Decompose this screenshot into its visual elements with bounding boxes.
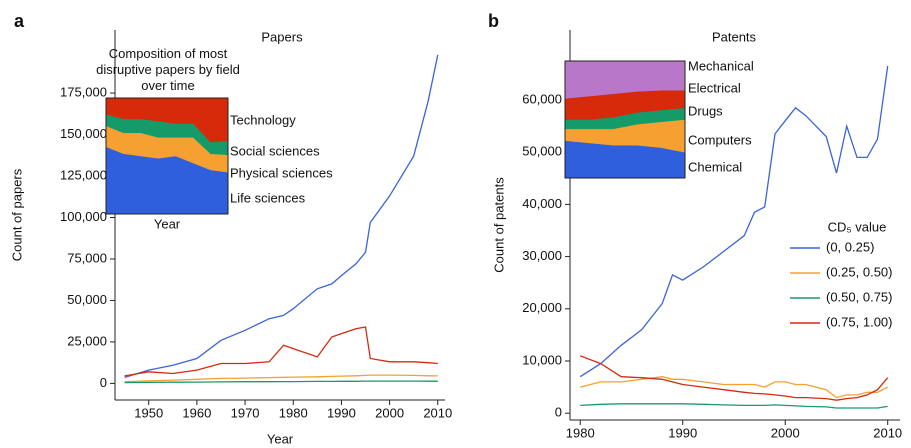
x-axis-label: Year: [267, 431, 294, 446]
x-tick-label: 1980: [566, 425, 595, 440]
x-tick-label: 2000: [375, 405, 404, 420]
x-tick-label: 1990: [668, 425, 697, 440]
y-tick-label: 125,000: [60, 167, 107, 182]
series-line: [124, 54, 439, 379]
y-tick-label: 60,000: [522, 91, 562, 106]
inset-label: Life sciences: [230, 190, 306, 205]
inset-label: Electrical: [688, 80, 741, 95]
y-tick-label: 25,000: [67, 333, 107, 348]
series-line: [580, 376, 888, 399]
inset-label: Technology: [230, 112, 296, 127]
x-tick-label: 2010: [423, 405, 452, 420]
y-tick-label: 40,000: [522, 196, 562, 211]
x-tick-label: 1990: [327, 405, 356, 420]
y-tick-label: 10,000: [522, 352, 562, 367]
x-tick-label: 2000: [771, 425, 800, 440]
panel-title: Papers: [261, 29, 303, 44]
legend-label: (0.50, 0.75): [826, 289, 893, 304]
panel-letter: b: [488, 11, 499, 31]
legend-title: CD₅ value: [828, 219, 887, 234]
x-tick-label: 1960: [182, 405, 211, 420]
y-tick-label: 30,000: [522, 248, 562, 263]
x-tick-label: 1950: [134, 405, 163, 420]
y-tick-label: 150,000: [60, 126, 107, 141]
y-tick-label: 0: [555, 405, 562, 420]
y-tick-label: 175,000: [60, 84, 107, 99]
inset-label: Social sciences: [230, 143, 320, 158]
legend-label: (0, 0.25): [826, 239, 874, 254]
inset-label: Chemical: [688, 159, 742, 174]
inset-x-label: Year: [154, 216, 181, 231]
inset-label: Mechanical: [688, 58, 754, 73]
x-tick-label: 1970: [231, 405, 260, 420]
series-line: [579, 65, 889, 378]
panel-title: Patents: [712, 29, 757, 44]
y-axis-label: Count of papers: [9, 168, 24, 261]
series-line: [579, 355, 889, 401]
y-tick-label: 75,000: [67, 250, 107, 265]
legend-label: (0.75, 1.00): [826, 314, 893, 329]
series-line: [124, 326, 438, 377]
x-tick-label: 2010: [873, 425, 902, 440]
x-tick-label: 1980: [279, 405, 308, 420]
y-axis-label: Count of patents: [491, 177, 506, 273]
inset-frame: [564, 60, 686, 179]
inset-label: Drugs: [688, 103, 723, 118]
y-tick-label: 100,000: [60, 209, 107, 224]
series-line: [124, 380, 438, 384]
panel-letter: a: [14, 11, 25, 31]
y-tick-label: 20,000: [522, 300, 562, 315]
inset-label: Computers: [688, 132, 752, 147]
legend-label: (0.25, 0.50): [826, 264, 893, 279]
inset-title: Composition of most disruptive papers by…: [96, 46, 240, 93]
series-line: [580, 403, 888, 409]
series-line: [124, 374, 438, 383]
inset-label: Physical sciences: [230, 165, 333, 180]
y-tick-label: 50,000: [67, 292, 107, 307]
y-tick-label: 0: [100, 375, 107, 390]
inset-frame: [105, 97, 229, 215]
y-tick-label: 50,000: [522, 144, 562, 159]
